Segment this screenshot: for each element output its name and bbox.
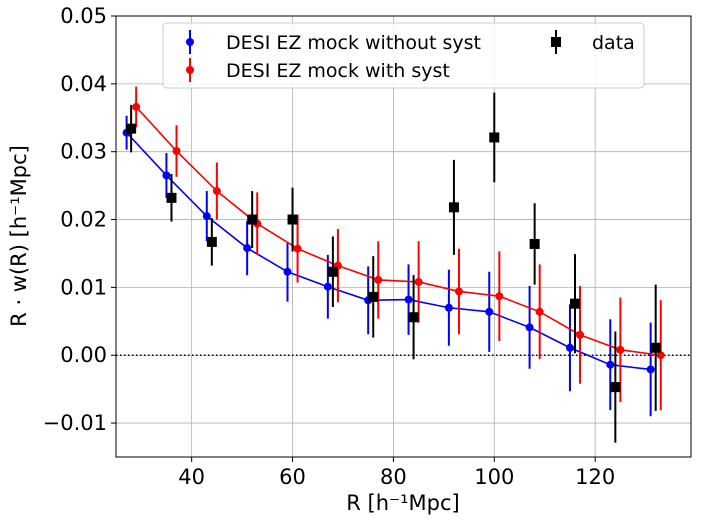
legend-marker (551, 37, 561, 47)
data-point (287, 214, 298, 225)
legend-label: data (592, 32, 635, 54)
data-point (495, 292, 504, 301)
data-point (529, 238, 540, 249)
data-point (414, 277, 423, 286)
data-point (606, 360, 615, 369)
data-point (565, 343, 574, 352)
y-tick-label: 0.05 (60, 4, 107, 28)
legend-label: DESI EZ mock without syst (226, 32, 481, 54)
legend-entries: DESI EZ mock without syst DESI EZ mock wi… (186, 30, 635, 82)
data-point (206, 236, 217, 247)
data-point (166, 192, 177, 203)
data-point (374, 275, 383, 284)
data-point (247, 214, 258, 225)
x-tick-label: 80 (380, 465, 407, 489)
plot-frame (115, 15, 692, 458)
data-point (202, 212, 211, 221)
legend-entry-1: DESI EZ mock with syst (186, 58, 450, 82)
data-point (616, 345, 625, 354)
legend-box (162, 22, 645, 89)
y-tick-label: 0.01 (60, 275, 107, 299)
data-point (162, 171, 171, 180)
data-point (283, 267, 292, 276)
series-layer (122, 86, 665, 443)
x-tick-label: 120 (575, 465, 615, 489)
data-point (126, 123, 137, 134)
legend-label: DESI EZ mock with syst (226, 60, 450, 82)
data-point (650, 342, 661, 353)
series-2 (126, 92, 661, 443)
data-point (489, 132, 500, 143)
y-tick-label: 0.03 (60, 140, 107, 164)
data-point (485, 307, 494, 316)
data-point (327, 266, 338, 277)
legend-marker (186, 38, 194, 46)
legend-entry-0: DESI EZ mock without syst (186, 30, 481, 54)
y-tick-label: −0.01 (43, 411, 107, 435)
data-point (243, 244, 252, 253)
legend: DESI EZ mock without syst DESI EZ mock wi… (162, 22, 645, 89)
y-axis-label: R · w(R) [h⁻¹Mpc] (7, 145, 31, 327)
legend-entry-2: data (551, 30, 635, 54)
x-axis: 40 60 80 100 120 (178, 457, 615, 489)
y-tick-label: 0.04 (60, 72, 107, 96)
data-point (404, 295, 413, 304)
legend-marker (186, 66, 194, 74)
data-point (535, 307, 544, 316)
series-line (126, 132, 651, 371)
data-point (646, 365, 655, 374)
data-point (368, 291, 379, 302)
data-point (408, 312, 419, 323)
series-line (135, 106, 661, 357)
data-point (525, 323, 534, 332)
x-tick-label: 100 (474, 465, 514, 489)
y-tick-label: 0.02 (60, 208, 107, 232)
data-point (454, 287, 463, 296)
data-point (610, 382, 621, 393)
data-point (132, 102, 141, 111)
data-point (323, 282, 332, 291)
data-point (448, 202, 459, 213)
data-point (212, 187, 221, 196)
x-axis-label: R [h⁻¹Mpc] (346, 491, 459, 515)
data-point (569, 298, 580, 309)
data-point (172, 147, 181, 156)
x-tick-label: 60 (279, 465, 306, 489)
series-1 (132, 86, 665, 411)
y-tick-label: 0.00 (60, 343, 107, 367)
data-point (444, 303, 453, 312)
x-tick-label: 40 (178, 465, 205, 489)
data-point (656, 351, 665, 360)
y-axis: −0.01 0.00 0.01 0.02 0.03 0.04 0.05 (43, 4, 116, 435)
data-point (293, 244, 302, 253)
data-point (576, 330, 585, 339)
